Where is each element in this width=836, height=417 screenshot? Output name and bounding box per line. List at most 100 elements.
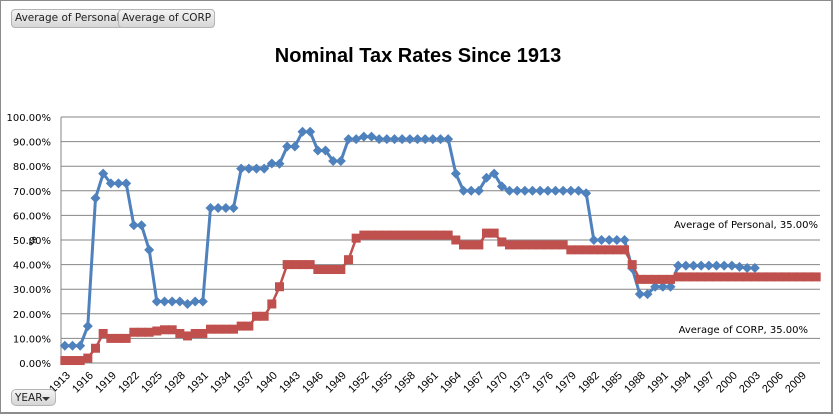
x-tick-label: 1916 (70, 370, 96, 396)
data-point-square (313, 265, 323, 275)
data-point-square (91, 343, 100, 353)
data-point-square (658, 274, 668, 284)
data-point-diamond (734, 261, 745, 272)
data-point-diamond (174, 296, 185, 307)
data-point-square (612, 245, 622, 255)
x-tick-label: 1964 (438, 370, 464, 396)
data-point-diamond (128, 220, 139, 231)
data-point-square (236, 321, 246, 331)
data-point-square (137, 327, 146, 337)
data-point-square (436, 230, 445, 240)
data-point-square (512, 240, 522, 250)
data-point-diamond (489, 168, 500, 179)
x-tick-label: 1919 (93, 370, 119, 396)
data-point-diamond (328, 156, 339, 167)
x-tick-label: 1991 (645, 370, 671, 396)
x-tick-label: 1970 (484, 370, 510, 396)
average-of-personal-field-button[interactable]: Average of Personal (11, 9, 124, 28)
data-point-square (336, 265, 346, 275)
data-point-square (597, 245, 606, 255)
data-point-diamond (243, 163, 254, 174)
series-line (64, 231, 817, 362)
data-point-square (489, 228, 499, 238)
data-point-square (252, 311, 261, 321)
data-point-diamond (366, 131, 377, 142)
data-point-square (305, 260, 315, 270)
data-labels: Average of Personal, 35.00% Average of CO… (674, 220, 818, 336)
data-point-diamond (688, 260, 699, 271)
data-point-square (106, 333, 116, 343)
data-point-square (742, 272, 752, 282)
data-point-square (589, 245, 599, 255)
data-point-diamond (404, 134, 415, 145)
data-point-diamond (159, 296, 170, 307)
data-point-diamond (381, 134, 392, 145)
y-tick-label: 50.00% (13, 236, 51, 247)
data-point-diamond (703, 260, 714, 271)
y-tick-label: 40.00% (13, 261, 51, 272)
data-point-square (206, 324, 215, 334)
year-field-dropdown[interactable]: YEAR (11, 389, 56, 406)
data-point-diamond (266, 158, 277, 169)
data-point-diamond (297, 126, 308, 137)
data-point-square (144, 327, 154, 337)
y-tick-label: 30.00% (13, 285, 51, 296)
data-point-square (727, 272, 737, 282)
chart-title: Nominal Tax Rates Since 1913 (275, 45, 561, 67)
x-tick-label: 1982 (576, 370, 602, 396)
y-tick-label: 70.00% (13, 187, 51, 198)
series-personal (59, 126, 760, 351)
data-point-square (190, 328, 200, 338)
data-point-diamond (190, 296, 201, 307)
y-tick-label: 20.00% (13, 310, 51, 321)
x-tick-label: 1967 (461, 370, 487, 396)
data-point-square (374, 230, 384, 240)
data-point-diamond (343, 134, 354, 145)
data-point-diamond (59, 340, 70, 351)
dropdown-arrow-icon (42, 397, 50, 401)
data-point-diamond (611, 235, 622, 245)
data-point-square (627, 260, 637, 270)
data-point-diamond (427, 134, 438, 145)
data-point-square (781, 272, 790, 282)
data-point-square (367, 230, 376, 240)
data-point-square (704, 272, 714, 282)
data-point-diamond (504, 185, 515, 196)
data-point-square (765, 272, 775, 282)
x-tick-label: 1961 (415, 370, 441, 396)
data-point-diamond (251, 163, 262, 174)
data-point-diamond (274, 158, 285, 169)
data-point-diamond (312, 145, 323, 156)
data-point-diamond (443, 134, 454, 145)
data-point-diamond (565, 185, 576, 196)
data-point-diamond (642, 289, 653, 300)
data-point-square (397, 230, 407, 240)
data-point-square (183, 331, 192, 341)
x-tick-label: 1973 (507, 370, 533, 396)
data-point-square (198, 328, 208, 338)
data-point-square (451, 235, 461, 245)
data-point-square (229, 324, 238, 334)
data-point-square (75, 356, 85, 366)
data-point-square (420, 230, 430, 240)
data-point-square (267, 299, 277, 309)
average-of-corp-field-button[interactable]: Average of CORP (118, 9, 216, 28)
data-point-diamond (473, 185, 484, 196)
corp-end-label: Average of CORP, 35.00% (679, 325, 808, 336)
data-point-diamond (228, 203, 239, 214)
data-point-diamond (259, 163, 270, 174)
data-point-square (796, 272, 806, 282)
data-point-square (351, 233, 361, 243)
x-tick-label: 1934 (208, 370, 234, 396)
data-point-diamond (67, 340, 78, 351)
data-point-square (558, 240, 568, 250)
data-point-diamond (389, 134, 400, 145)
data-point-diamond (105, 178, 116, 189)
data-point-diamond (634, 289, 645, 300)
x-tick-label: 1943 (277, 370, 303, 396)
data-point-square (60, 356, 70, 366)
data-point-square (535, 240, 545, 250)
data-point-square (620, 245, 629, 255)
data-point-square (443, 230, 453, 240)
data-point-square (719, 272, 729, 282)
